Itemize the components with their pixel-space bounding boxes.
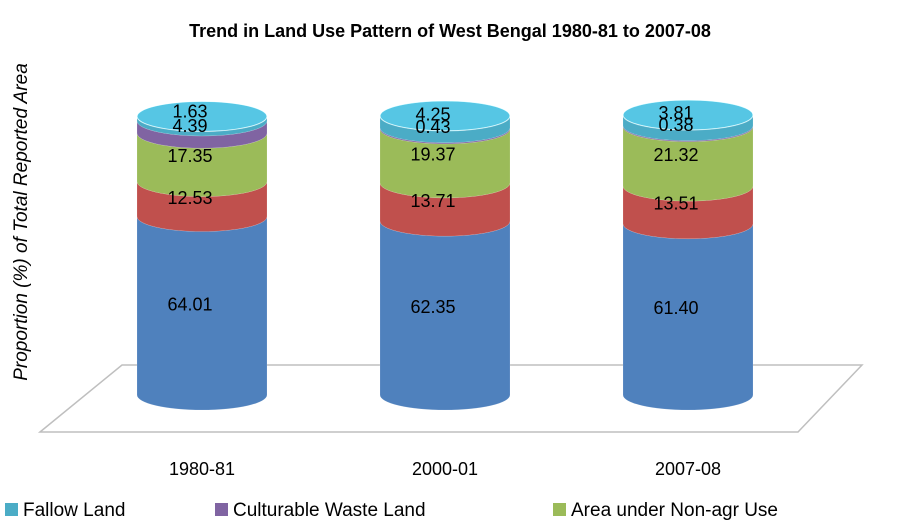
legend-swatch [553, 503, 566, 516]
x-tick-label: 2000-01 [412, 459, 478, 479]
data-label: 1.63 [172, 101, 207, 121]
data-label: 64.01 [167, 295, 212, 315]
data-label: 19.37 [410, 145, 455, 165]
legend-swatch [5, 503, 18, 516]
x-tick-label: 2007-08 [655, 459, 721, 479]
data-label: 21.32 [653, 145, 698, 165]
data-label: 0.38 [658, 115, 693, 135]
data-label: 17.35 [167, 146, 212, 166]
legend-label: Culturable Waste Land [233, 500, 426, 521]
chart-title: Trend in Land Use Pattern of West Bengal… [189, 21, 711, 41]
data-label: 13.71 [410, 191, 455, 211]
cylinder-top [136, 100, 268, 132]
legend-label: Area under Non-agr Use [571, 500, 778, 521]
plot: 64.01 12.53 17.35 4.391.63 62.35 13.71 19.37 0.… [136, 99, 754, 411]
data-label: 12.53 [167, 188, 212, 208]
data-label: 3.81 [658, 103, 693, 123]
cylinder-top [379, 100, 511, 132]
data-label: 13.51 [653, 194, 698, 214]
data-label: 61.40 [653, 298, 698, 318]
data-label: 62.35 [410, 297, 455, 317]
legend-label: Fallow Land [23, 500, 125, 521]
x-tick-label: 1980-81 [169, 459, 235, 479]
cylinder-top [622, 99, 754, 131]
data-label: 4.25 [415, 105, 450, 125]
y-axis-label: Proportion (%) of Total Reported Area [11, 63, 32, 381]
legend: Fallow Land Culturable Waste Land Area und… [5, 500, 778, 521]
data-label: 4.39 [172, 116, 207, 136]
data-label: 0.43 [415, 117, 450, 137]
legend-swatch [215, 503, 228, 516]
